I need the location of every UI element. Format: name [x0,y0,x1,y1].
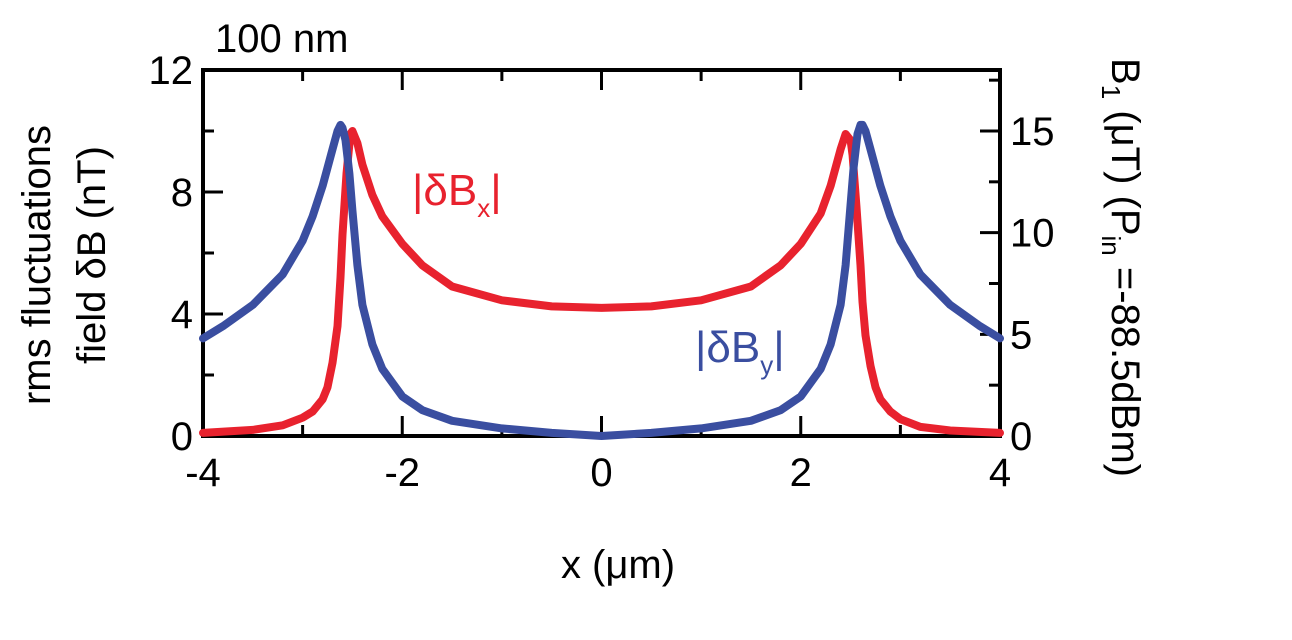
x-axis-title: x (μm) [561,543,675,587]
x-tick-label: 2 [790,451,812,495]
y-axis-title-right-sub2: in [1096,236,1126,256]
y-axis-title-left-line1: rms fluctuations [15,125,59,405]
y-axis-title-right: B1 (μT) (Pin =-88.5dBm) [1096,58,1147,477]
series-label-dbx-main: |δB [412,166,477,215]
series-label-dbx-sub: x [477,193,490,223]
x-tick-label: 4 [989,451,1011,495]
series-label-dby: |δBy| [695,323,785,380]
y-right-tick-label: 10 [1010,212,1055,256]
y-left-tick-label: 8 [171,171,193,215]
series-label-dby-end: | [773,323,784,372]
y-left-tick-label: 0 [171,415,193,459]
y-axis-title-right-b: B [1103,58,1147,85]
series-label-dby-main: |δB [695,323,760,372]
y-axis-title-right-mid: (μT) (P [1103,99,1147,235]
series-group [199,120,1004,440]
plot-frame [201,68,1002,438]
y-left-tick-label: 12 [149,49,194,93]
y-left-tick-label: 4 [171,293,193,337]
series-label-dbx: |δBx| [412,166,502,223]
y-right-tick-label: 5 [1010,313,1032,357]
y-right-tick-label: 0 [1010,415,1032,459]
x-tick-label: 0 [590,451,612,495]
y-right-tick-label: 15 [1010,110,1055,154]
tick-group [201,68,1002,438]
y-axis-title-right-end: =-88.5dBm) [1103,256,1147,477]
series-line-dby [199,120,1004,440]
y-axis-title-right-sub1: 1 [1096,85,1126,99]
series-line-dbx [199,127,1004,437]
series-label-dby-sub: y [760,350,773,380]
scale-annotation: 100 nm [215,17,348,61]
x-tick-label: -4 [185,451,221,495]
x-tick-label: -2 [384,451,420,495]
y-axis-title-left-line2: field δB (nT) [70,146,114,364]
series-label-dbx-end: | [490,166,501,215]
